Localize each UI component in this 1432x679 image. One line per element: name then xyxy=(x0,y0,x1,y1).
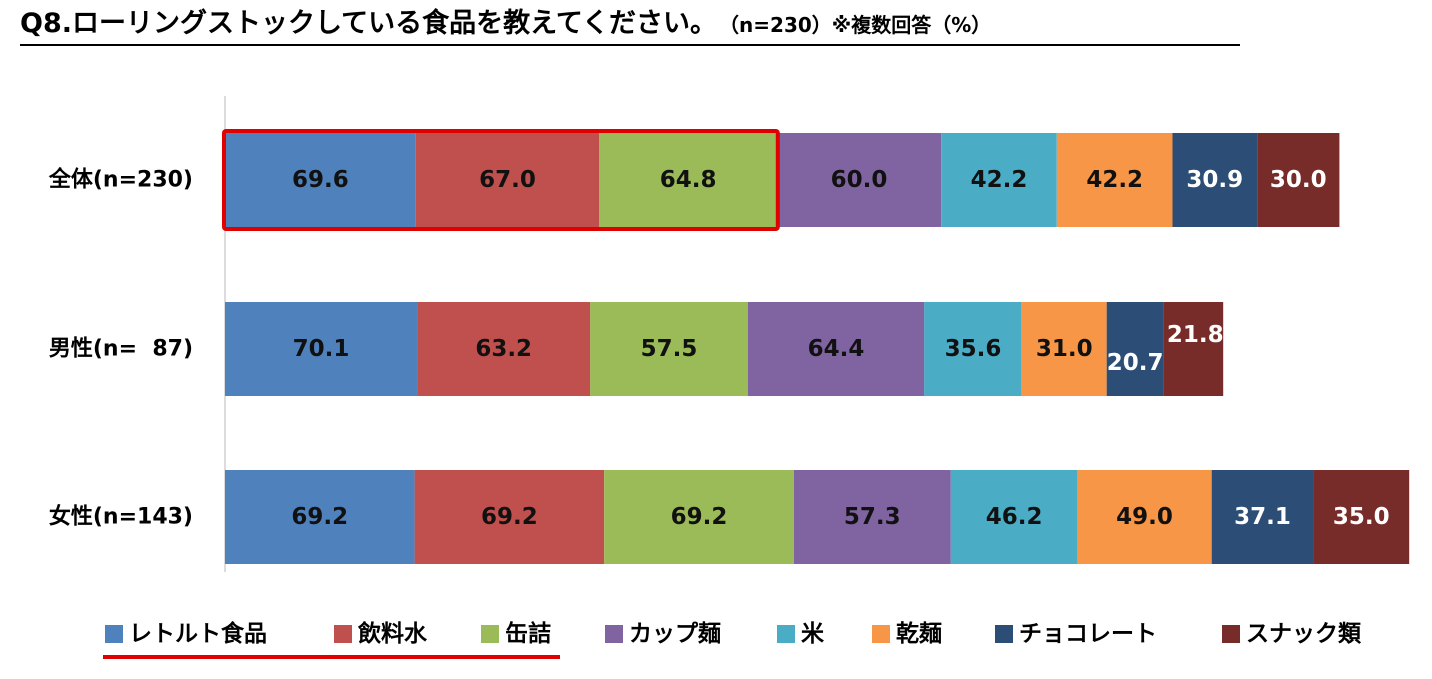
bar-segment-3 xyxy=(599,133,777,227)
bar-value-label: 69.6 xyxy=(292,167,349,193)
legend-label: チョコレート xyxy=(1019,621,1157,647)
bar-segment-2 xyxy=(415,133,600,227)
bar-value-label: 30.0 xyxy=(1270,167,1327,193)
bar-value-label: 69.2 xyxy=(291,504,348,530)
bar-value-label: 64.8 xyxy=(660,167,717,193)
legend-label: 缶詰 xyxy=(505,620,551,647)
bar-value-label: 64.4 xyxy=(808,336,865,362)
bar-value-label: 42.2 xyxy=(971,167,1028,193)
bar-value-label: 60.0 xyxy=(831,167,888,193)
bar-segment-8 xyxy=(1257,133,1340,227)
bar-value-label: 69.2 xyxy=(671,504,728,530)
chart-title-text: Q8.ローリングストックしている食品を教えてください。 xyxy=(20,8,718,39)
legend-label: スナック類 xyxy=(1246,621,1362,647)
bar-segment-5 xyxy=(924,302,1022,396)
category-label: 男性(n= 87) xyxy=(49,337,193,362)
chart-title: Q8.ローリングストックしている食品を教えてください。 （n=230）※複数回答（… xyxy=(20,6,1240,46)
legend-label: レトルト食品 xyxy=(129,620,267,647)
bar-value-label: 46.2 xyxy=(986,504,1043,530)
bar-segment-6 xyxy=(1077,470,1212,564)
bar-segment-4 xyxy=(747,302,925,396)
bar-value-label: 37.1 xyxy=(1234,504,1291,530)
legend-swatch xyxy=(605,625,623,643)
bar-segment-4 xyxy=(793,470,951,564)
bar-segment-5 xyxy=(941,133,1057,227)
bar-value-label: 20.7 xyxy=(1107,350,1164,376)
bar-segment-4 xyxy=(776,133,942,227)
bar-value-label: 42.2 xyxy=(1086,167,1143,193)
bar-segment-5 xyxy=(950,470,1078,564)
bar-value-label: 57.3 xyxy=(844,504,901,530)
bar-segment-3 xyxy=(590,302,748,396)
chart-title-note: （n=230）※複数回答（%） xyxy=(729,13,992,37)
bar-segment-3 xyxy=(604,470,794,564)
bar-segment-8 xyxy=(1313,470,1410,564)
bar-value-label: 57.5 xyxy=(641,336,698,362)
bar-segment-7 xyxy=(1211,470,1314,564)
legend-swatch xyxy=(872,625,890,643)
legend-swatch xyxy=(334,625,352,643)
legend-label: 米 xyxy=(801,621,825,647)
bar-value-label: 69.2 xyxy=(481,504,538,530)
bar-segment-6 xyxy=(1021,302,1107,396)
legend-swatch xyxy=(105,625,123,643)
category-label: 全体(n=230) xyxy=(48,167,193,193)
bar-segment-1 xyxy=(225,470,415,564)
bar-segment-7 xyxy=(1106,302,1164,396)
bar-value-label: 35.6 xyxy=(945,336,1002,362)
bar-segment-2 xyxy=(417,302,591,396)
category-label: 女性(n=143) xyxy=(49,504,193,530)
bar-value-label: 49.0 xyxy=(1116,504,1173,530)
legend-label: 乾麺 xyxy=(896,620,942,647)
bar-segment-8 xyxy=(1163,302,1224,396)
bar-value-label: 30.9 xyxy=(1186,167,1243,193)
legend-label: カップ麺 xyxy=(629,621,721,647)
bar-value-label: 21.8 xyxy=(1167,322,1224,348)
bar-segment-1 xyxy=(225,133,416,227)
legend-label: 飲料水 xyxy=(357,620,428,647)
bar-value-label: 35.0 xyxy=(1333,504,1390,530)
legend-swatch xyxy=(777,625,795,643)
bar-value-label: 31.0 xyxy=(1036,336,1093,362)
bar-value-label: 70.1 xyxy=(293,336,350,362)
bar-segment-6 xyxy=(1056,133,1173,227)
bar-value-label: 67.0 xyxy=(479,167,536,193)
legend-swatch xyxy=(481,625,499,643)
legend-swatch xyxy=(995,625,1013,643)
bar-segment-7 xyxy=(1172,133,1258,227)
bar-segment-1 xyxy=(225,302,418,396)
legend-swatch xyxy=(1222,625,1240,643)
bar-value-label: 63.2 xyxy=(475,336,532,362)
highlight-box xyxy=(222,129,780,231)
bar-segment-2 xyxy=(414,470,605,564)
